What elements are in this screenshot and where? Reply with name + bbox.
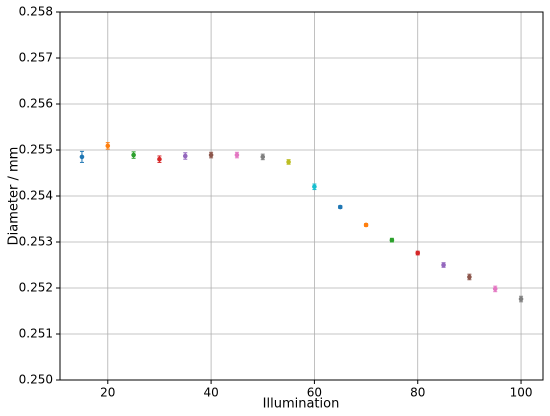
y-tick-label: 0.253 [19,235,53,249]
point [131,152,136,158]
y-tick-label: 0.256 [19,97,53,111]
y-axis-label: Diameter / mm [7,147,22,246]
point [208,152,214,158]
point [79,154,85,160]
x-tick-label: 80 [410,386,425,400]
point [234,152,240,158]
point [363,222,369,228]
y-tick-label: 0.250 [19,373,53,387]
point [467,274,472,280]
point [182,153,188,159]
x-tick-label: 20 [100,386,115,400]
y-tick-label: 0.255 [19,143,53,157]
y-tick-label: 0.254 [19,189,53,203]
point [415,250,421,256]
point [389,237,395,243]
point [286,159,291,165]
x-axis-label: Illumination [263,397,340,412]
point [518,296,524,302]
x-tick-label: 40 [203,386,218,400]
y-tick-label: 0.257 [19,51,53,65]
point [441,262,446,268]
point [312,184,317,190]
point [492,286,498,292]
x-tick-label: 60 [307,386,322,400]
point [260,154,266,160]
point [337,204,343,210]
y-tick-label: 0.252 [19,281,53,295]
plot-frame [59,11,544,381]
y-tick-label: 0.258 [19,5,53,19]
y-tick-label: 0.251 [19,327,53,341]
x-tick-label: 100 [510,386,533,400]
point [157,156,162,162]
point [105,143,111,149]
